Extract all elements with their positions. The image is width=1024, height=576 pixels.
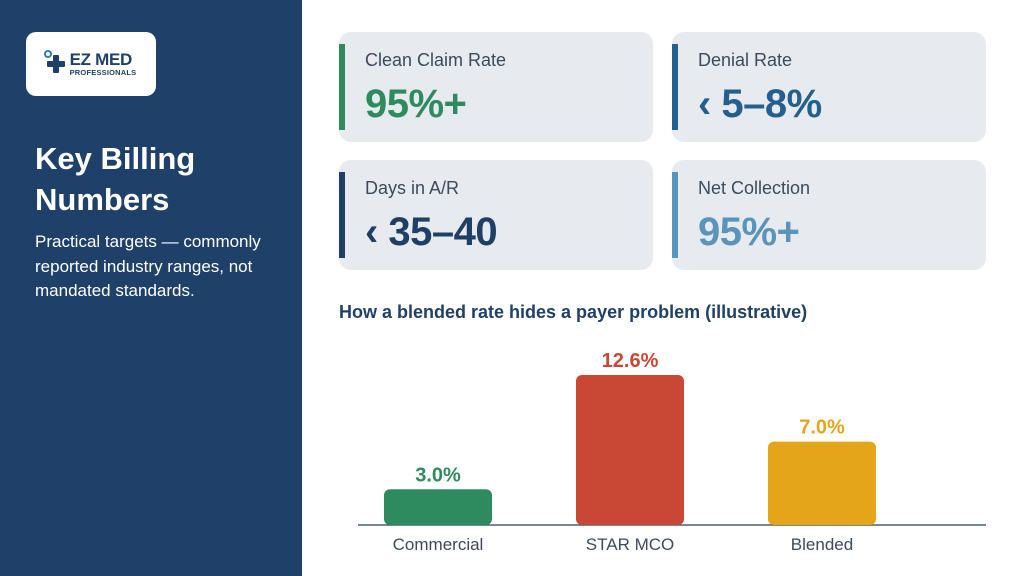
metric-accent-bar	[339, 44, 345, 130]
data-label-commercial: 3.0%	[415, 464, 461, 486]
metric-card-denial-rate: Denial Rate ‹ 5–8%	[672, 32, 986, 142]
metric-value: ‹ 35–40	[365, 210, 498, 254]
metric-value: ‹ 5–8%	[698, 82, 822, 126]
chart-title: How a blended rate hides a payer problem…	[339, 302, 808, 322]
bar-blended	[768, 441, 876, 525]
metric-value: 95%+	[698, 210, 800, 254]
category-label-commercial: Commercial	[393, 535, 484, 554]
category-label-star-mco: STAR MCO	[586, 535, 674, 554]
metric-card-clean-claim-rate: Clean Claim Rate 95%+	[339, 32, 653, 142]
medical-cross-icon	[43, 50, 66, 74]
metric-accent-bar	[672, 44, 678, 130]
bar-chart: 3.0% Commercial 12.6% STAR MCO 7.0% Blended	[358, 350, 986, 554]
metric-value: 95%+	[365, 82, 467, 126]
data-label-blended: 7.0%	[799, 417, 845, 439]
logo-subtitle: PROFESSIONALS	[69, 68, 137, 78]
page-description: Practical targets — commonly reported in…	[35, 232, 261, 300]
metric-label: Clean Claim Rate	[365, 50, 507, 70]
data-label-star-mco: 12.6%	[602, 350, 659, 372]
metric-label: Denial Rate	[698, 50, 793, 70]
metric-accent-bar	[339, 172, 345, 258]
bar-commercial	[384, 489, 492, 525]
logo-title: EZ MED	[69, 50, 133, 70]
category-label-blended: Blended	[791, 535, 853, 554]
sidebar: EZ MED PROFESSIONALS Key Billing Numbers…	[0, 0, 302, 576]
metric-card-days-in-ar: Days in A/R ‹ 35–40	[339, 160, 653, 270]
logo: EZ MED PROFESSIONALS	[26, 32, 156, 96]
page-title: Key Billing Numbers	[35, 141, 196, 217]
metric-label: Net Collection	[698, 178, 811, 198]
metric-card-net-collection: Net Collection 95%+	[672, 160, 986, 270]
metric-accent-bar	[672, 172, 678, 258]
metric-label: Days in A/R	[365, 178, 460, 198]
bar-star-mco	[576, 375, 684, 525]
